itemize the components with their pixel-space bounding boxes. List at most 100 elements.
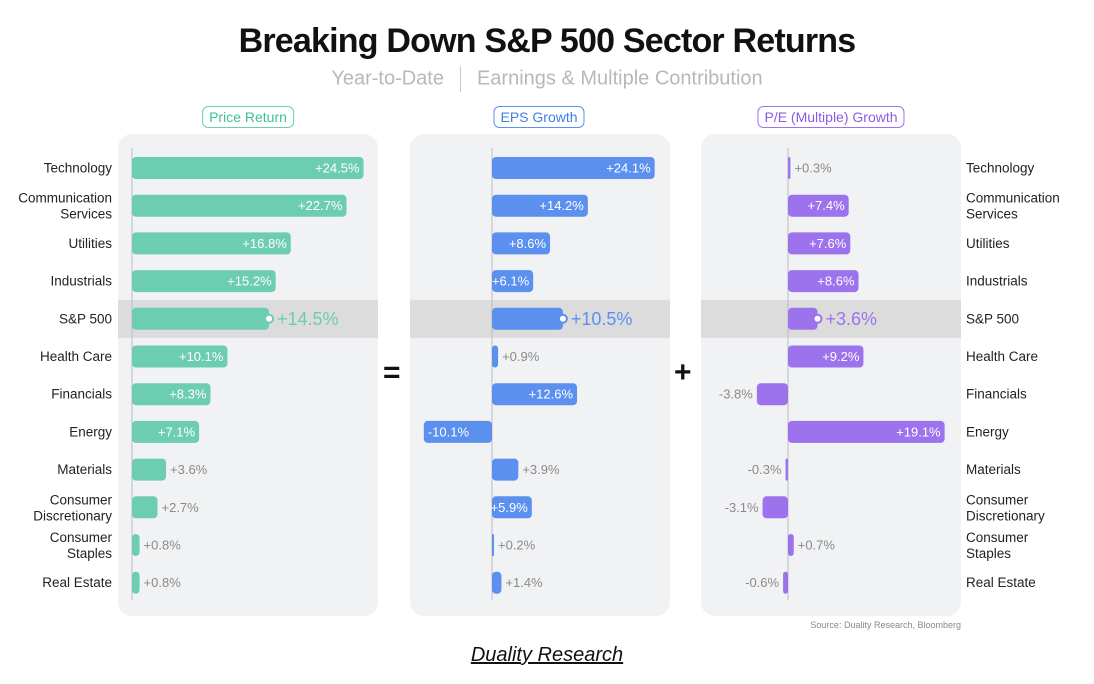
- bar-pe-utilities: [788, 232, 851, 255]
- equals-operator: =: [383, 356, 401, 389]
- right-label-technology: Technology: [966, 161, 1035, 176]
- left-label-utilities: Utilities: [68, 236, 112, 251]
- bar-price-industrials: [132, 270, 276, 293]
- left-label-industrials: Industrials: [50, 274, 112, 289]
- value-label-pe-utilities: +7.6%: [809, 236, 847, 251]
- subtitle-period: Year-to-Date: [331, 67, 444, 90]
- value-label-pe-consumer-discretionary: -3.1%: [725, 500, 759, 515]
- bar-pe-sp-500: [788, 307, 818, 330]
- value-label-price-communication-services: +22.7%: [298, 198, 343, 213]
- bar-eps-sp-500: [492, 307, 563, 330]
- value-label-pe-consumer-staples: +0.7%: [798, 538, 836, 553]
- value-label-eps-materials: +3.9%: [522, 462, 560, 477]
- bar-pe-consumer-staples: [788, 534, 794, 556]
- bar-price-financials: [132, 383, 211, 406]
- bar-price-real-estate: [132, 571, 140, 594]
- left-label-communication-services: Communication Services: [18, 191, 112, 222]
- bar-pe-health-care: [788, 345, 864, 368]
- value-label-eps-energy: -10.1%: [428, 424, 470, 439]
- value-label-pe-communication-services: +7.4%: [807, 198, 845, 213]
- bar-eps-consumer-staples: [492, 534, 494, 556]
- value-label-pe-health-care: +9.2%: [822, 349, 860, 364]
- value-label-pe-financials: -3.8%: [719, 387, 753, 402]
- value-label-price-technology: +24.5%: [315, 161, 360, 176]
- bar-price-sp-500: [132, 307, 270, 330]
- bar-pe-industrials: [788, 270, 859, 293]
- left-label-consumer-staples: Consumer Staples: [50, 530, 113, 561]
- right-label-consumer-staples: Consumer Staples: [966, 530, 1029, 561]
- right-label-consumer-discretionary: Consumer Discretionary: [966, 492, 1045, 523]
- value-label-eps-communication-services: +14.2%: [539, 198, 584, 213]
- highlight-band-pe: [701, 299, 961, 338]
- right-label-real-estate: Real Estate: [966, 575, 1036, 590]
- bar-price-communication-services: [132, 194, 347, 217]
- bar-eps-real-estate: [492, 571, 502, 594]
- source-note: Source: Duality Research, Bloomberg: [810, 620, 961, 630]
- bar-pe-financials: [756, 383, 788, 406]
- left-label-financials: Financials: [51, 387, 112, 402]
- value-label-price-financials: +8.3%: [169, 387, 207, 402]
- left-label-sp-500: S&P 500: [59, 311, 112, 326]
- value-label-pe-real-estate: -0.6%: [745, 575, 779, 590]
- left-label-materials: Materials: [57, 462, 112, 477]
- left-label-real-estate: Real Estate: [42, 575, 112, 590]
- right-label-materials: Materials: [966, 462, 1021, 477]
- subtitle-description: Earnings & Multiple Contribution: [476, 67, 763, 90]
- bar-price-materials: [132, 458, 167, 481]
- bar-price-consumer-discretionary: [132, 496, 158, 519]
- bar-pe-real-estate: [783, 571, 788, 594]
- bar-price-utilities: [132, 232, 291, 255]
- value-label-price-materials: +3.6%: [170, 462, 208, 477]
- left-label-health-care: Health Care: [40, 349, 112, 364]
- marker-pe-sp-500: [812, 313, 823, 324]
- value-label-price-real-estate: +0.8%: [144, 575, 182, 590]
- bar-eps-industrials: [492, 270, 534, 293]
- chart-subtitle: Year-to-Date Earnings & Multiple Contribu…: [0, 66, 1094, 92]
- bar-eps-communication-services: [492, 194, 588, 217]
- right-label-health-care: Health Care: [966, 349, 1038, 364]
- marker-price-sp-500: [264, 313, 275, 324]
- eps-growth-pill: EPS Growth: [493, 106, 585, 128]
- price-return-pill: Price Return: [202, 106, 294, 128]
- plus-operator: +: [674, 356, 692, 389]
- value-label-eps-consumer-discretionary: +5.9%: [491, 500, 529, 515]
- bar-eps-consumer-discretionary: [492, 496, 532, 519]
- right-label-financials: Financials: [966, 387, 1027, 402]
- bar-pe-technology: [788, 157, 791, 179]
- right-label-industrials: Industrials: [966, 274, 1028, 289]
- bar-price-energy: [132, 420, 200, 443]
- left-label-consumer-discretionary: Consumer Discretionary: [33, 492, 112, 523]
- value-label-eps-financials: +12.6%: [529, 387, 574, 402]
- value-label-price-industrials: +15.2%: [227, 274, 272, 289]
- right-label-communication-services: Communication Services: [966, 191, 1060, 222]
- value-label-eps-utilities: +8.6%: [509, 236, 547, 251]
- left-label-energy: Energy: [69, 424, 112, 439]
- chart-title: Breaking Down S&P 500 Sector Returns: [238, 22, 857, 60]
- right-label-energy: Energy: [966, 424, 1009, 439]
- pe-growth-pill: P/E (Multiple) Growth: [757, 106, 905, 128]
- value-label-price-energy: +7.1%: [158, 424, 196, 439]
- value-label-eps-technology: +24.1%: [606, 161, 651, 176]
- value-label-pe-materials: -0.3%: [748, 462, 782, 477]
- value-label-price-consumer-staples: +0.8%: [144, 538, 182, 553]
- value-label-eps-sp-500: +10.5%: [571, 309, 633, 329]
- value-label-pe-technology: +0.3%: [794, 161, 832, 176]
- value-label-price-utilities: +16.8%: [242, 236, 287, 251]
- right-label-sp-500: S&P 500: [966, 311, 1019, 326]
- right-label-utilities: Utilities: [966, 236, 1010, 251]
- bar-price-technology: [132, 157, 364, 179]
- bar-eps-materials: [492, 458, 519, 481]
- bar-eps-health-care: [492, 345, 499, 368]
- bar-price-consumer-staples: [132, 534, 140, 556]
- marker-eps-sp-500: [557, 313, 568, 324]
- value-label-pe-energy: +19.1%: [896, 424, 941, 439]
- value-label-eps-industrials: +6.1%: [492, 274, 530, 289]
- bar-pe-energy: [788, 420, 945, 443]
- bar-pe-consumer-discretionary: [762, 496, 788, 519]
- value-label-price-consumer-discretionary: +2.7%: [162, 500, 200, 515]
- footer-credit: Duality Research: [470, 644, 624, 666]
- bar-pe-communication-services: [788, 194, 849, 217]
- value-label-pe-sp-500: +3.6%: [826, 309, 878, 329]
- value-label-price-health-care: +10.1%: [179, 349, 224, 364]
